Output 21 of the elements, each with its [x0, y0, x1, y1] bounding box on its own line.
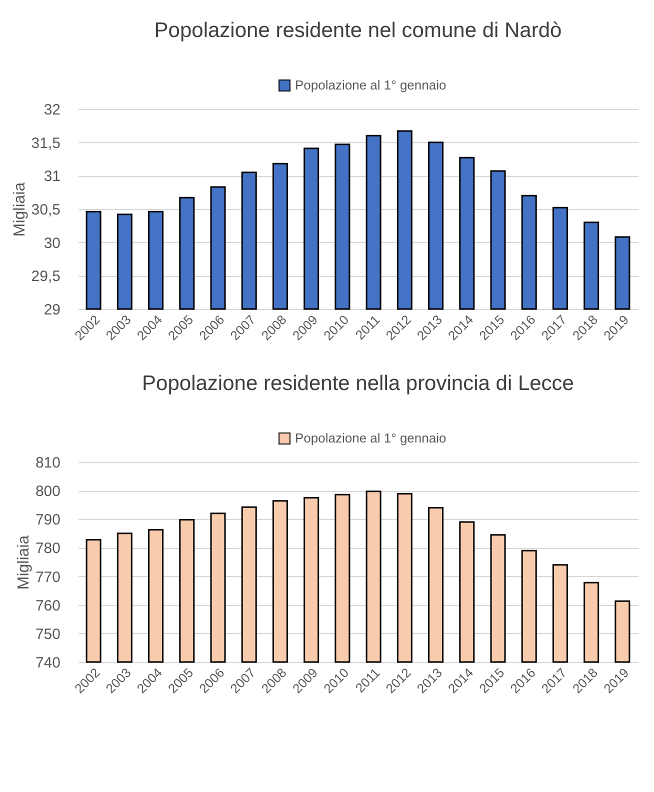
- y-tick-label: 740: [35, 654, 60, 672]
- y-tick-label: 30,5: [31, 202, 60, 218]
- chart-title: Popolazione residente nella provincia di Lecce: [142, 372, 574, 395]
- y-tick-label: 750: [35, 626, 60, 643]
- y-tick-label: 32: [44, 102, 60, 118]
- y-tick-label: 760: [35, 597, 60, 614]
- chart-title: Popolazione residente nel comune di Nardò: [154, 19, 562, 42]
- legend-label: Popolazione al 1° gennaio: [295, 78, 446, 92]
- y-axis-title: Migliaia: [11, 182, 28, 237]
- y-tick-label: 30: [44, 234, 60, 252]
- y-tick-label: 780: [35, 540, 60, 558]
- y-tick-label: 770: [35, 568, 60, 586]
- y-tick-label: 29: [44, 302, 60, 318]
- y-tick-label: 800: [35, 483, 60, 500]
- y-tick-label: 29,5: [31, 268, 60, 286]
- y-tick-label: 31: [44, 168, 60, 186]
- legend-label: Popolazione al 1° gennaio: [295, 430, 446, 446]
- y-axis-title: Migliaia: [15, 535, 32, 590]
- y-tick-label: 790: [35, 512, 60, 529]
- y-tick-label: 31,5: [31, 134, 60, 152]
- y-tick-label: 810: [35, 454, 60, 472]
